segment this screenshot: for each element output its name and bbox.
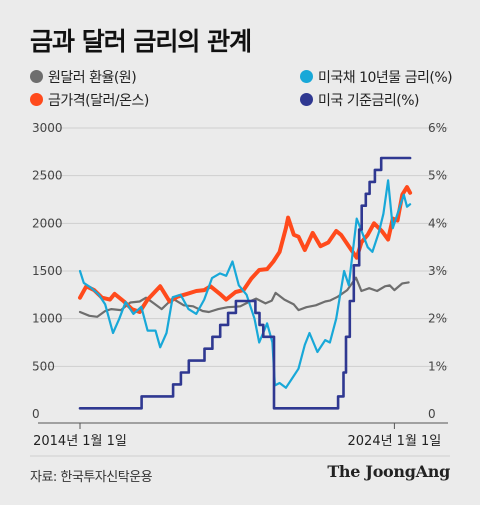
y-left-tick-label: 500 (32, 359, 55, 373)
brand-logo: The JoongAng (327, 462, 450, 481)
legend-item-krw-usd: 원달러 환율(원) (30, 67, 137, 87)
series-line-3 (78, 156, 412, 410)
legend-item-gold-price: 금가격(달러/온스) (30, 90, 149, 110)
y-right-tick-label: 5% (428, 169, 447, 183)
legend-swatch (30, 70, 43, 83)
chart-title: 금과 달러 금리의 관계 (30, 27, 252, 56)
y-left-tick-label: 0 (32, 407, 40, 421)
y-right-tick-label: 1% (428, 359, 447, 373)
y-left-tick-label: 2500 (32, 169, 63, 183)
series-line-0 (78, 276, 410, 318)
y-left-tick-label: 1000 (32, 312, 63, 326)
legend-item-treasury-10y: 미국채 10년물 금리(%) (300, 67, 453, 87)
y-right-tick-label: 3% (428, 264, 447, 278)
y-right-tick-label: 2% (428, 312, 447, 326)
legend-swatch (30, 93, 43, 106)
x-tick-label-start: 2014년 1월 1일 (33, 434, 127, 449)
legend-label: 미국 기준금리(%) (318, 93, 419, 109)
legend-swatch (300, 70, 313, 83)
legend-label: 금가격(달러/온스) (48, 93, 149, 109)
y-right-tick-label: 0 (428, 407, 436, 421)
legend-item-fed-rate: 미국 기준금리(%) (300, 90, 419, 110)
y-left-tick-label: 3000 (32, 121, 63, 135)
y-left-tick-label: 2000 (32, 216, 63, 230)
y-right-tick-label: 4% (428, 216, 447, 230)
legend-label: 원달러 환율(원) (48, 70, 137, 86)
series-line-1 (78, 185, 413, 314)
source-note: 자료: 한국투자신탁운용 (30, 470, 153, 485)
y-left-tick-label: 1500 (32, 264, 63, 278)
legend-label: 미국채 10년물 금리(%) (318, 70, 453, 86)
y-right-tick-label: 6% (428, 121, 447, 135)
legend-swatch (300, 93, 313, 106)
x-tick-label-end: 2024년 1월 1일 (348, 434, 442, 449)
